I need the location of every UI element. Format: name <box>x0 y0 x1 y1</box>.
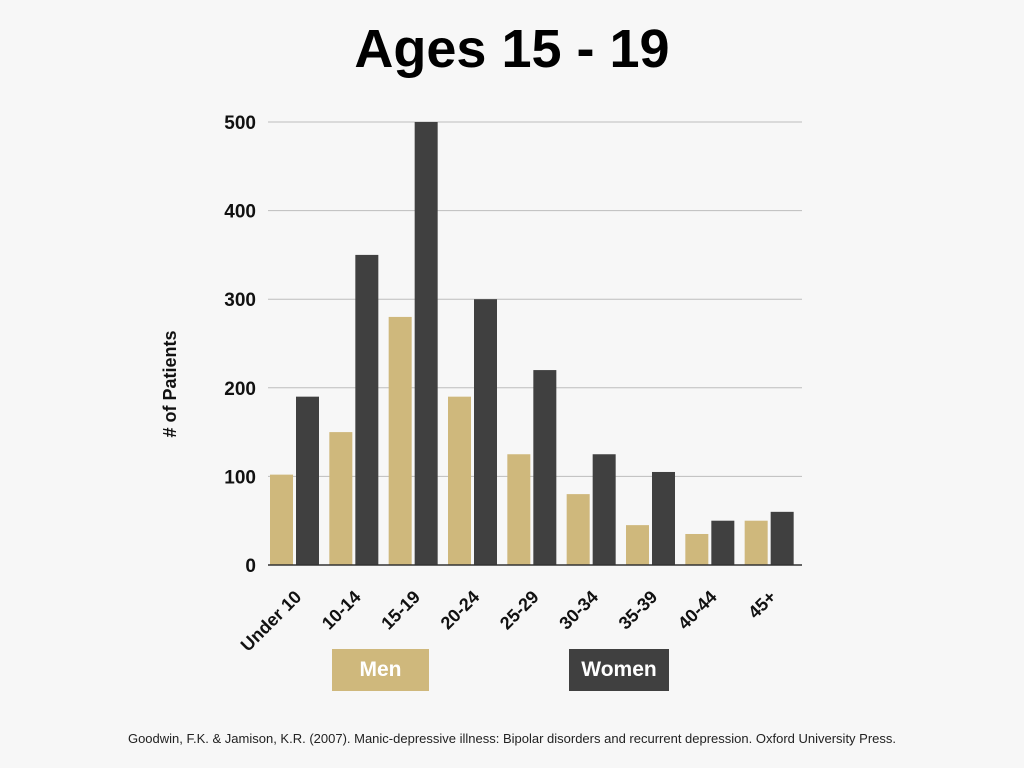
bar-women-1 <box>355 254 379 565</box>
bar-men-1 <box>329 432 353 565</box>
legend-women-label: Women <box>581 658 657 681</box>
y-tick-label: 400 <box>224 202 256 223</box>
x-tick-label: 15-19 <box>377 587 424 634</box>
x-tick-label: Under 10 <box>237 587 306 656</box>
bar-men-6 <box>626 525 649 565</box>
x-axis-ticks: Under 10 10-14 15-19 20-24 25-29 30-34 35-39 40… <box>237 587 780 656</box>
bar-women-7 <box>711 520 735 565</box>
bar-women-2 <box>414 122 438 565</box>
source-citation: Goodwin, F.K. & Jamison, K.R. (2007). Ma… <box>127 731 897 746</box>
bar-men-5 <box>566 494 590 565</box>
bar-men-4 <box>507 454 531 565</box>
legend-men-label: Men <box>359 658 402 681</box>
bar-women-0 <box>296 396 319 565</box>
x-tick-label: 35-39 <box>615 587 662 634</box>
y-tick-label: 200 <box>224 379 256 400</box>
bar-women-5 <box>592 454 616 565</box>
bar-men-7 <box>685 533 709 565</box>
bar-men-3 <box>448 396 471 565</box>
x-tick-label: 40-44 <box>674 587 721 634</box>
y-tick-label: 0 <box>245 556 256 577</box>
chart-title: Ages 15 - 19 <box>354 19 670 79</box>
bar-men-8 <box>744 520 768 565</box>
bar-men-2 <box>388 316 412 565</box>
y-axis-ticks: 0 100 200 300 400 500 <box>224 113 256 577</box>
bar-women-6 <box>652 471 675 565</box>
legend-men: Men <box>332 649 429 691</box>
x-tick-label: 45+ <box>744 587 780 623</box>
y-tick-label: 500 <box>224 113 256 134</box>
bars <box>270 122 794 565</box>
bar-women-4 <box>533 370 557 565</box>
legend-women: Women <box>569 649 669 691</box>
y-tick-label: 300 <box>224 290 256 311</box>
x-tick-label: 20-24 <box>437 587 484 634</box>
y-axis-label: # of Patients <box>160 330 180 437</box>
bar-men-0 <box>270 474 293 565</box>
x-tick-label: 30-34 <box>555 587 602 634</box>
bar-women-8 <box>770 511 794 565</box>
x-tick-label: 25-29 <box>496 587 543 634</box>
y-tick-label: 100 <box>224 467 256 488</box>
bar-women-3 <box>474 299 497 565</box>
x-tick-label: 10-14 <box>318 587 365 634</box>
